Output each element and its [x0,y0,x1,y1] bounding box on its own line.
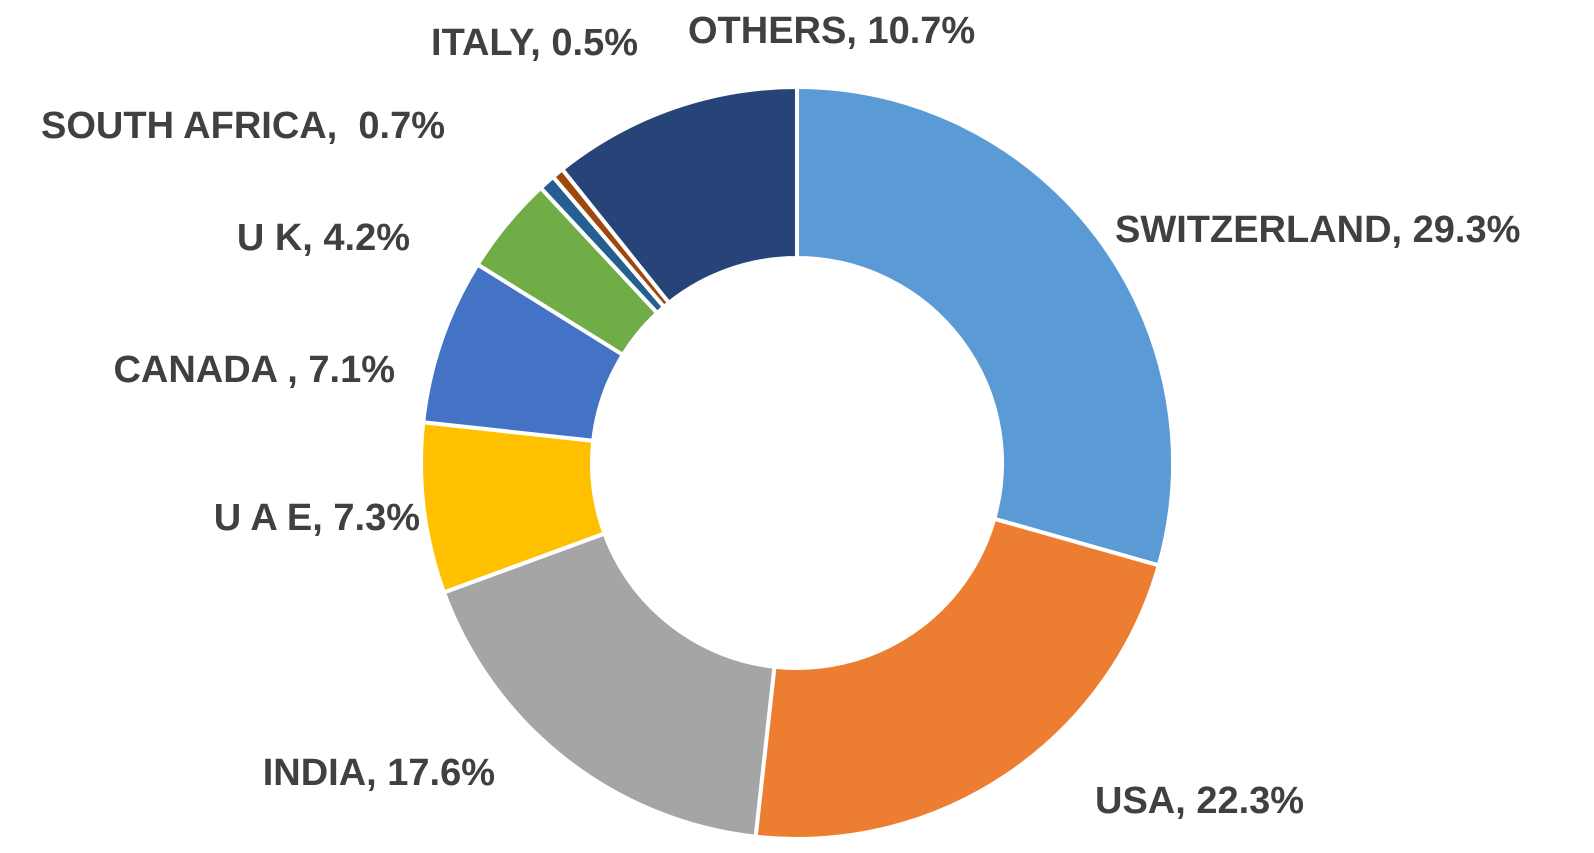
data-label: U K, 4.2% [237,217,410,259]
data-label: CANADA , 7.1% [113,349,395,391]
data-label: USA, 22.3% [1095,780,1304,822]
data-label: SOUTH AFRICA, 0.7% [41,105,445,147]
donut-slice [795,84,1175,568]
data-label: SWITZERLAND, 29.3% [1115,209,1520,251]
data-label: OTHERS, 10.7% [688,10,975,52]
donut-slice [753,516,1162,841]
donut-slice [441,530,777,839]
data-label: ITALY, 0.5% [431,22,638,64]
donut-slice [559,84,799,306]
data-label: U A E, 7.3% [214,497,420,539]
data-label: INDIA, 17.6% [263,752,495,794]
